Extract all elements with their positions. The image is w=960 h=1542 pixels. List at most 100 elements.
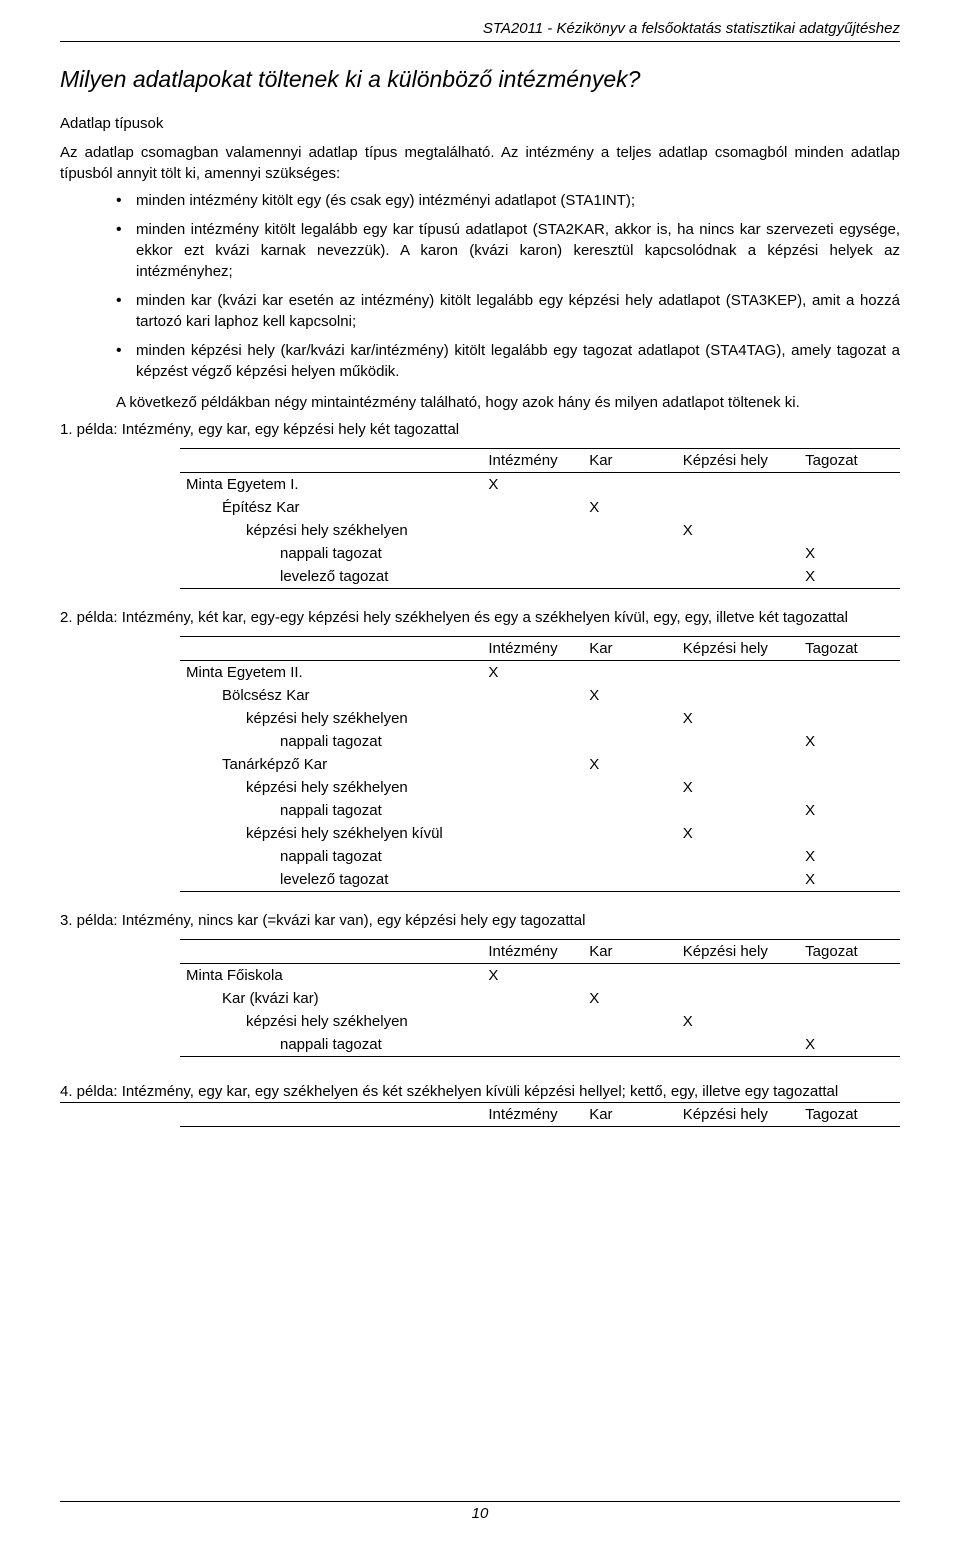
list-item: minden intézmény kitölt egy (és csak egy… [116,190,900,211]
cell [583,799,677,822]
cell: X [677,707,799,730]
table-header-row: Intézmény Kar Képzési hely Tagozat [180,449,900,473]
cell [799,496,900,519]
cell [583,776,677,799]
list-item: minden intézmény kitölt legalább egy kar… [116,219,900,282]
col-kar: Kar [583,940,677,964]
cell [583,1010,677,1033]
cell: levelező tagozat [180,868,482,892]
table-example-1: Intézmény Kar Képzési hely Tagozat Minta… [180,448,900,589]
intro-paragraph: Az adatlap csomagban valamennyi adatlap … [60,142,900,184]
example-3-label: 3. példa: Intézmény, nincs kar (=kvázi k… [60,912,900,929]
cell [677,730,799,753]
cell [482,684,583,707]
cell: képzési hely székhelyen [180,519,482,542]
cell [799,822,900,845]
cell: X [677,776,799,799]
cell [677,661,799,685]
col-kepzesihely: Képzési hely [677,637,799,661]
table-row: Bölcsész KarX [180,684,900,707]
cell: levelező tagozat [180,565,482,589]
col-tagozat: Tagozat [799,637,900,661]
cell: X [799,565,900,589]
table-row: Tanárképző Kar X [180,753,900,776]
cell [583,868,677,892]
cell: X [583,753,677,776]
cell: X [799,542,900,565]
cell [583,661,677,685]
table-row: levelező tagozat X [180,868,900,892]
cell: X [583,987,677,1010]
table-row: Építész Kar X [180,496,900,519]
cell: Építész Kar [180,496,482,519]
col-kar: Kar [583,637,677,661]
cell: nappali tagozat [180,845,482,868]
cell: X [677,1010,799,1033]
table-example-3: Intézmény Kar Képzési hely Tagozat Minta… [180,939,900,1057]
cell [482,753,583,776]
cell [583,1033,677,1057]
cell [482,1033,583,1057]
section-subhead: Adatlap típusok [60,115,900,132]
example-2-label: 2. példa: Intézmény, két kar, egy-egy ké… [60,609,900,626]
table-row: levelező tagozat X [180,565,900,589]
cell [583,542,677,565]
table-header-row: Intézmény Kar Képzési hely Tagozat [180,1103,900,1127]
table-row: nappali tagozatX [180,799,900,822]
col-intezmeny: Intézmény [482,449,583,473]
doc-header: STA2011 - Kézikönyv a felsőoktatás stati… [60,20,900,42]
table-example-2: Intézmény Kar Képzési hely Tagozat Minta… [180,636,900,892]
col-tagozat: Tagozat [799,940,900,964]
col-tagozat: Tagozat [799,1103,900,1127]
table-row: képzési hely székhelyenX [180,519,900,542]
cell [482,707,583,730]
table-row: képzési hely székhelyen kívülX [180,822,900,845]
cell: X [799,845,900,868]
cell: nappali tagozat [180,730,482,753]
cell [799,964,900,988]
list-item: minden kar (kvázi kar esetén az intézmén… [116,290,900,332]
table-row: Minta Egyetem II.X [180,661,900,685]
cell [482,845,583,868]
cell [677,684,799,707]
cell [677,542,799,565]
cell [482,519,583,542]
cell [583,707,677,730]
table-header-row: Intézmény Kar Képzési hely Tagozat [180,637,900,661]
cell [677,473,799,497]
cell [583,519,677,542]
cell [677,868,799,892]
col-kar: Kar [583,1103,677,1127]
table-row: képzési hely székhelyen X [180,707,900,730]
table-row: képzési hely székhelyenX [180,1010,900,1033]
cell: X [677,822,799,845]
example-1-label: 1. példa: Intézmény, egy kar, egy képzés… [60,421,900,438]
table-row: Kar (kvázi kar)X [180,987,900,1010]
cell [677,799,799,822]
col-kar: Kar [583,449,677,473]
cell: nappali tagozat [180,1033,482,1057]
cell [677,496,799,519]
cell: Tanárképző Kar [180,753,482,776]
cell: képzési hely székhelyen [180,707,482,730]
col-kepzesihely: Képzési hely [677,1103,799,1127]
page-number: 10 [60,1501,900,1522]
cell [677,565,799,589]
cell [677,845,799,868]
cell [583,845,677,868]
col-kepzesihely: Képzési hely [677,940,799,964]
table-row: nappali tagozat X [180,1033,900,1057]
cell [482,496,583,519]
cell: X [799,868,900,892]
table-row: nappali tagozat X [180,730,900,753]
cell [482,1010,583,1033]
cell [482,565,583,589]
cell: X [482,661,583,685]
col-kepzesihely: Képzési hely [677,449,799,473]
cell: X [799,1033,900,1057]
cell: X [583,684,677,707]
cell: képzési hely székhelyen [180,776,482,799]
table-row: Minta Egyetem I.X [180,473,900,497]
cell: X [799,730,900,753]
cell: X [583,496,677,519]
